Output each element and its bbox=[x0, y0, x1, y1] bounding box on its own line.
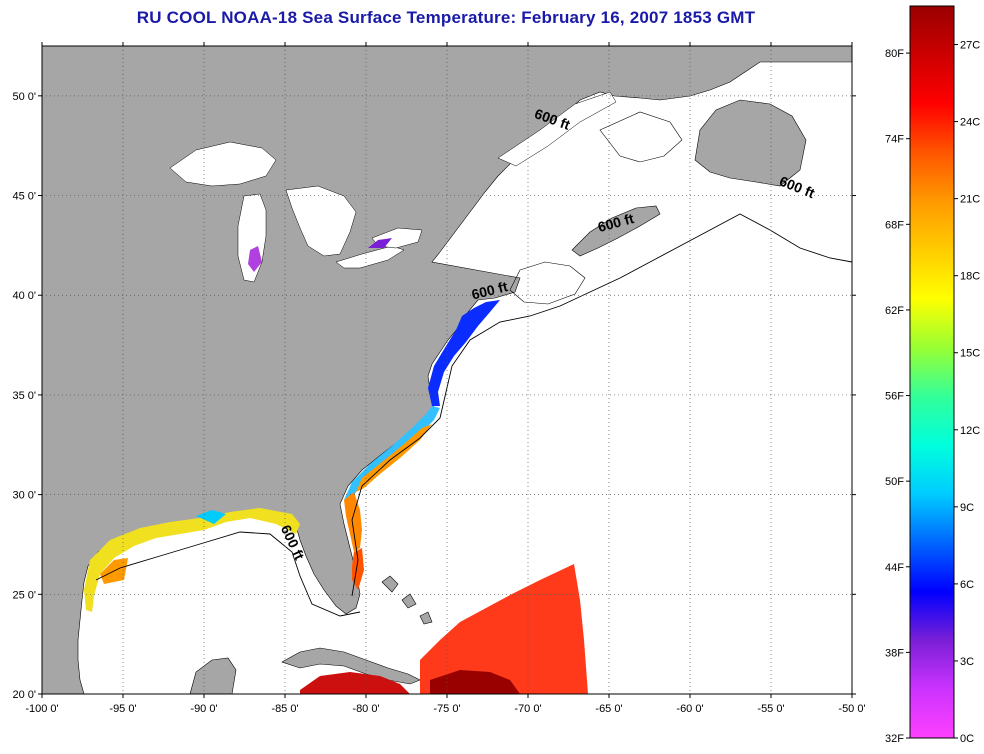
warm-water-region bbox=[300, 564, 588, 694]
x-tick-label: -95 0' bbox=[109, 703, 136, 715]
colorbar-c-label: 9C bbox=[960, 502, 974, 514]
colorbar-f-label: 38F bbox=[885, 647, 904, 659]
map-title: RU COOL NOAA-18 Sea Surface Temperature:… bbox=[136, 8, 756, 27]
colorbar-f-label: 80F bbox=[885, 48, 904, 60]
colorbar-c-label: 24C bbox=[960, 117, 980, 129]
colorbar-scale bbox=[909, 5, 955, 739]
colorbar-fahrenheit-labels: 80F 74F 68F 62F 56F 50F 44F 38F 32F bbox=[885, 48, 910, 745]
sst-coastal-bands bbox=[84, 300, 500, 612]
x-tick-label: -65 0' bbox=[595, 703, 622, 715]
x-tick-label: -55 0' bbox=[757, 703, 784, 715]
shelf-outline bbox=[509, 111, 683, 305]
colorbar-f-label: 74F bbox=[885, 134, 904, 146]
colorbar-c-label: 27C bbox=[960, 40, 980, 52]
contour-600ft-line bbox=[95, 213, 853, 617]
colorbar-c-label: 12C bbox=[960, 425, 980, 437]
great-lakes bbox=[169, 91, 617, 283]
colorbar-c-label: 21C bbox=[960, 194, 980, 206]
y-tick-label: 40 0' bbox=[12, 290, 36, 302]
y-tick-label: 20 0' bbox=[12, 689, 36, 701]
colorbar-f-label: 50F bbox=[885, 476, 904, 488]
colorbar: 80F 74F 68F 62F 56F 50F 44F 38F 32F 27C 24C 21C 18C… bbox=[885, 5, 980, 745]
colorbar-c-label: 3C bbox=[960, 656, 974, 668]
x-tick-label: -70 0' bbox=[514, 703, 541, 715]
colorbar-celsius-labels: 27C 24C 21C 18C 15C 12C 9C 6C 3C 0C bbox=[954, 40, 980, 745]
x-tick-label: -100 0' bbox=[25, 703, 58, 715]
x-tick-label: -80 0' bbox=[352, 703, 379, 715]
y-axis: 20 0' 25 0' 30 0' 35 0' 40 0' 45 0' 50 0' bbox=[12, 91, 856, 701]
y-tick-label: 45 0' bbox=[12, 191, 36, 203]
colorbar-c-label: 6C bbox=[960, 579, 974, 591]
y-tick-label: 30 0' bbox=[12, 490, 36, 502]
map-frame bbox=[41, 45, 853, 695]
colorbar-f-label: 62F bbox=[885, 305, 904, 317]
colorbar-c-label: 0C bbox=[960, 733, 974, 745]
y-tick-label: 25 0' bbox=[12, 589, 36, 601]
x-tick-label: -75 0' bbox=[433, 703, 460, 715]
colorbar-c-label: 15C bbox=[960, 348, 980, 360]
lake-sst-patches bbox=[248, 238, 392, 272]
x-axis: -100 0' -95 0' -90 0' -85 0' -80 0' -75 0' -70… bbox=[25, 42, 866, 715]
colorbar-f-label: 44F bbox=[885, 562, 904, 574]
y-tick-label: 50 0' bbox=[12, 91, 36, 103]
x-tick-label: -90 0' bbox=[190, 703, 217, 715]
x-tick-label: -50 0' bbox=[838, 703, 865, 715]
colorbar-f-label: 68F bbox=[885, 219, 904, 231]
colorbar-c-label: 18C bbox=[960, 271, 980, 283]
x-tick-label: -85 0' bbox=[271, 703, 298, 715]
x-tick-label: -60 0' bbox=[676, 703, 703, 715]
colorbar-f-label: 56F bbox=[885, 391, 904, 403]
y-tick-label: 35 0' bbox=[12, 390, 36, 402]
colorbar-f-label: 32F bbox=[885, 733, 904, 745]
map-grid bbox=[42, 46, 852, 694]
